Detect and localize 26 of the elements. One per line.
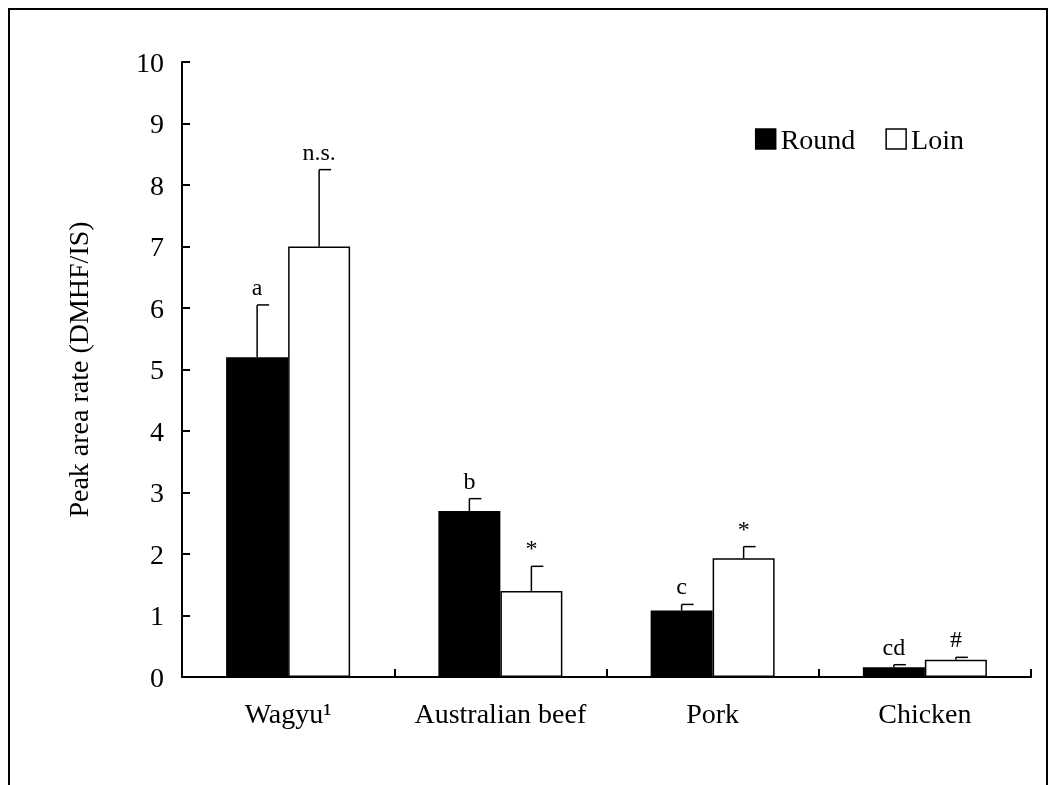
x-tick-label: Australian beef (414, 697, 587, 729)
y-tick-label: 5 (150, 354, 164, 385)
legend-label: Loin (911, 123, 965, 155)
y-tick-label: 8 (150, 169, 164, 201)
y-tick-label: 0 (150, 661, 164, 693)
annotation: * (525, 535, 538, 562)
x-tick-label: Chicken (878, 697, 972, 729)
x-tick-label: Wagyu¹ (244, 697, 332, 729)
annotation: a (251, 273, 263, 300)
annotation: * (737, 515, 750, 542)
y-tick-label: 6 (150, 292, 164, 324)
y-tick-label: 3 (150, 477, 164, 508)
annotation: # (949, 626, 962, 653)
annotation: cd (882, 633, 906, 660)
y-axis-title: Peak area rate (DMHF/IS) (62, 221, 94, 518)
annotation: n.s. (302, 138, 336, 165)
y-tick-label: 9 (150, 108, 164, 139)
x-tick-label: Pork (686, 697, 740, 729)
annotation: b (463, 467, 476, 494)
y-tick-label: 7 (150, 231, 164, 262)
y-tick-label: 1 (150, 600, 164, 631)
y-tick-label: 2 (150, 538, 164, 570)
y-tick-label: 4 (150, 415, 164, 447)
annotation: c (676, 573, 687, 600)
y-tick-label: 10 (136, 46, 164, 78)
legend-label: Round (780, 123, 856, 155)
